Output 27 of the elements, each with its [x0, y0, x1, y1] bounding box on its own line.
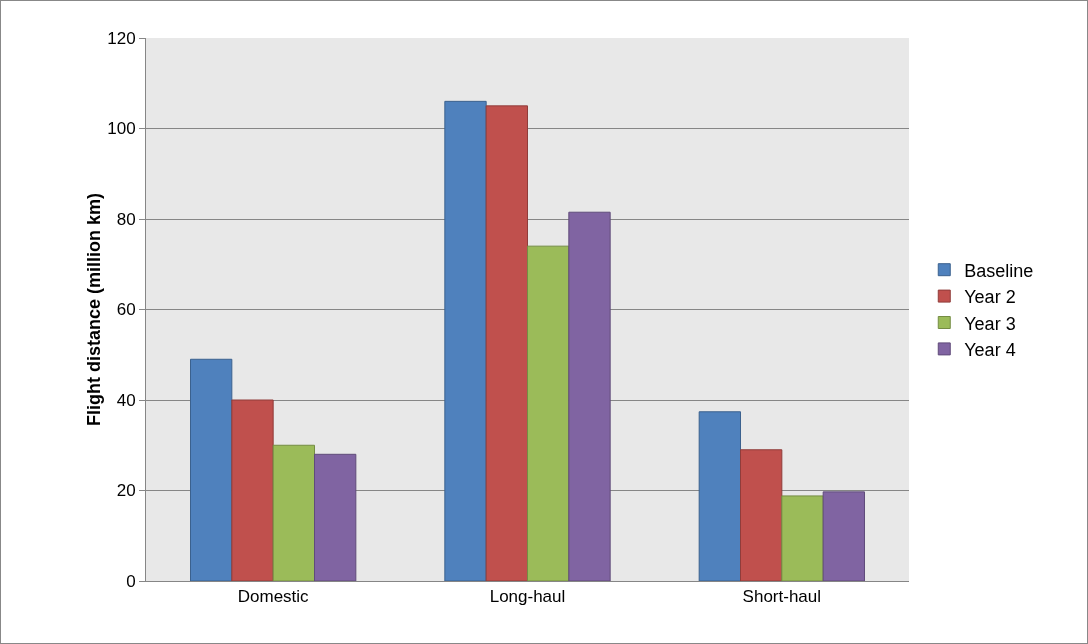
y-tick-label: 20	[116, 481, 136, 501]
bar	[485, 105, 528, 581]
bar	[314, 453, 357, 581]
bar	[272, 444, 315, 581]
bar	[740, 449, 783, 581]
x-tick-label: Long-haul	[489, 587, 566, 607]
bar	[231, 399, 274, 581]
bar	[822, 491, 865, 581]
x-tick-label: Short-haul	[742, 587, 822, 607]
y-tick-label: 80	[116, 209, 136, 229]
bar	[781, 495, 824, 581]
bar	[444, 100, 487, 581]
legend-label: Baseline	[964, 260, 1034, 281]
y-tick-label: 60	[116, 300, 136, 320]
bar	[190, 358, 233, 581]
y-tick-label: 40	[116, 390, 136, 410]
y-tick-label: 0	[126, 571, 136, 591]
legend-label: Year 3	[964, 313, 1016, 334]
y-tick-label: 120	[107, 28, 136, 48]
y-tick-label: 100	[107, 119, 136, 139]
legend-label: Year 4	[964, 339, 1016, 360]
bar	[698, 411, 741, 581]
x-tick-label: Domestic	[237, 587, 310, 607]
legend-label: Year 2	[964, 287, 1016, 308]
y-axis-title: Flight distance (million km)	[84, 192, 104, 427]
bar	[527, 245, 570, 581]
bar	[568, 211, 611, 581]
